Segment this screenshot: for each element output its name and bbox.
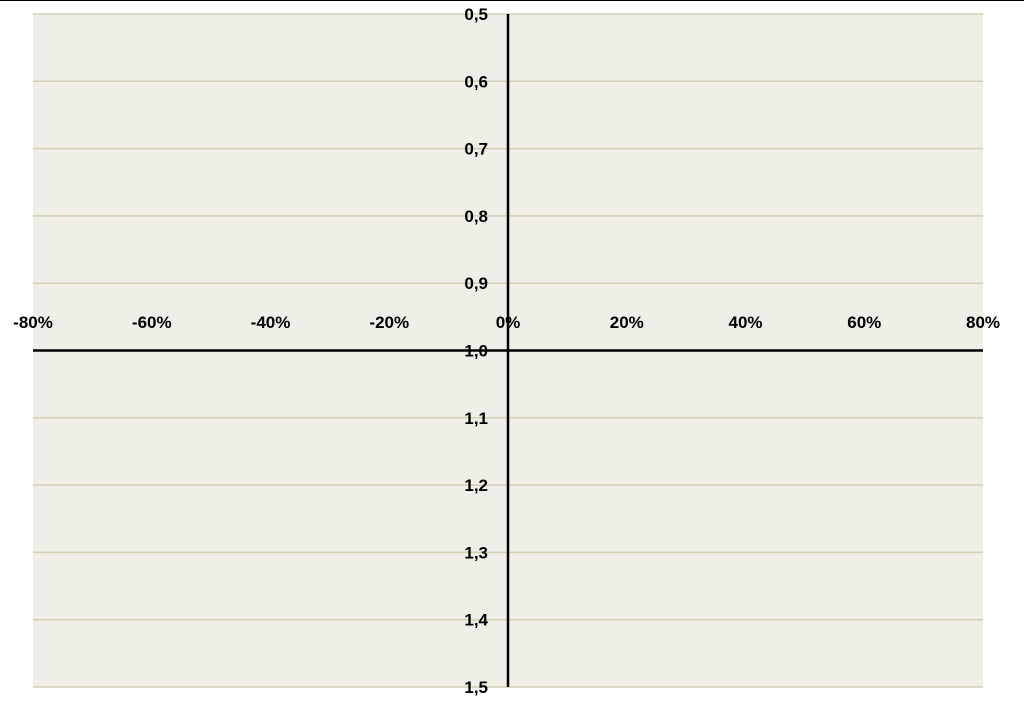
y-tick-label: 1,0 [464,342,488,361]
x-tick-label: -80% [13,313,53,332]
y-tick-label: 0,9 [464,274,488,293]
x-tick-label: 0% [496,313,521,332]
y-tick-label: 1,3 [464,543,488,562]
y-tick-label: 1,5 [464,678,488,697]
y-tick-label: 0,5 [464,5,488,24]
x-tick-label: 40% [728,313,762,332]
y-tick-label: 1,2 [464,476,488,495]
y-tick-label: 1,1 [464,409,488,428]
axes [33,14,983,687]
x-tick-label: -20% [369,313,409,332]
x-tick-label: -60% [132,313,172,332]
y-tick-labels: 0,5 0,6 0,7 0,8 0,9 1,0 1,1 1,2 1,3 1,4 1,5 [464,5,488,697]
x-tick-labels: -80% -60% -40% -20% 0% 20% 40% 60% 80% [13,313,1000,332]
x-tick-label: 80% [966,313,1000,332]
x-tick-label: -40% [251,313,291,332]
y-tick-label: 1,4 [464,611,488,630]
y-tick-label: 0,8 [464,207,488,226]
x-tick-label: 60% [847,313,881,332]
y-tick-label: 0,6 [464,72,488,91]
x-tick-label: 20% [610,313,644,332]
y-tick-label: 0,7 [464,140,488,159]
